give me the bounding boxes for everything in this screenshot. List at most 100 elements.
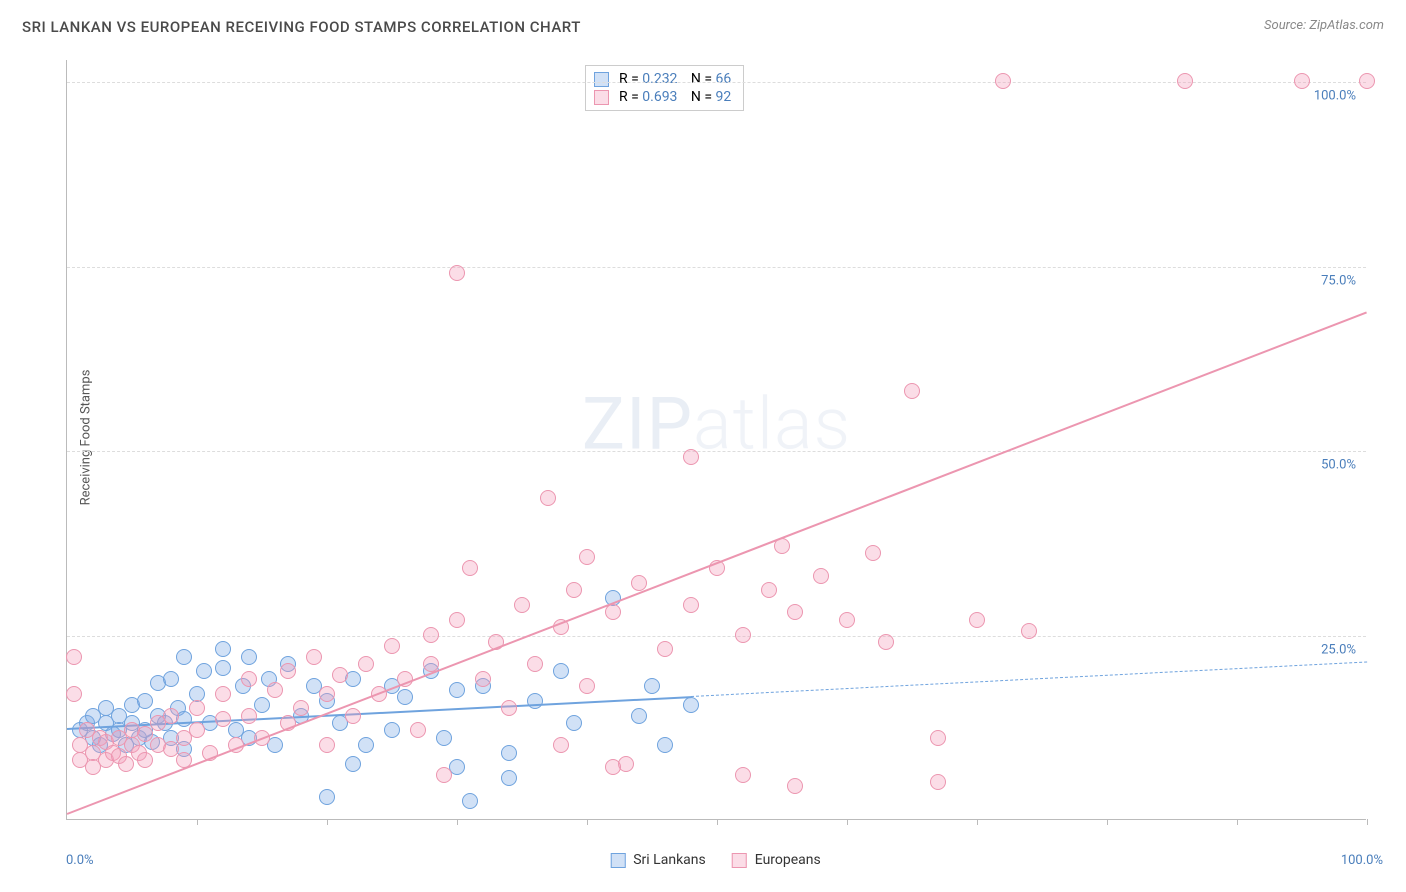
scatter-point bbox=[631, 575, 647, 591]
scatter-point bbox=[605, 759, 621, 775]
legend-label: Europeans bbox=[755, 852, 821, 868]
x-tick bbox=[977, 819, 978, 825]
scatter-point bbox=[1177, 73, 1193, 89]
scatter-point bbox=[930, 774, 946, 790]
plot-area: ZIPatlas R = 0.232 N = 66R = 0.693 N = 9… bbox=[66, 60, 1366, 820]
scatter-point bbox=[397, 689, 413, 705]
stats-row: R = 0.232 N = 66 bbox=[594, 70, 731, 88]
scatter-point bbox=[137, 693, 153, 709]
scatter-point bbox=[553, 663, 569, 679]
scatter-point bbox=[683, 697, 699, 713]
stats-row: R = 0.693 N = 92 bbox=[594, 88, 731, 106]
scatter-point bbox=[787, 604, 803, 620]
scatter-point bbox=[657, 737, 673, 753]
scatter-point bbox=[436, 767, 452, 783]
scatter-point bbox=[462, 560, 478, 576]
scatter-point bbox=[66, 686, 82, 702]
y-tick-label: 75.0% bbox=[1321, 273, 1356, 288]
x-tick bbox=[847, 819, 848, 825]
scatter-point bbox=[683, 449, 699, 465]
scatter-point bbox=[319, 737, 335, 753]
gridline bbox=[67, 82, 1366, 83]
chart-title: SRI LANKAN VS EUROPEAN RECEIVING FOOD ST… bbox=[22, 18, 581, 36]
stat-n-label: N = 92 bbox=[687, 89, 731, 105]
source-attribution: Source: ZipAtlas.com bbox=[1264, 18, 1384, 33]
scatter-point bbox=[839, 612, 855, 628]
scatter-point bbox=[657, 641, 673, 657]
scatter-point bbox=[1021, 623, 1037, 639]
scatter-point bbox=[215, 641, 231, 657]
scatter-point bbox=[358, 737, 374, 753]
scatter-point bbox=[540, 490, 556, 506]
gridline bbox=[67, 267, 1366, 268]
legend-label: Sri Lankans bbox=[633, 852, 706, 868]
scatter-point bbox=[306, 649, 322, 665]
scatter-point bbox=[631, 708, 647, 724]
legend-item: Sri Lankans bbox=[610, 852, 706, 868]
scatter-point bbox=[761, 582, 777, 598]
stat-r-label: R = 0.693 bbox=[619, 89, 677, 105]
scatter-point bbox=[566, 715, 582, 731]
chart-container: Receiving Food Stamps ZIPatlas R = 0.232… bbox=[48, 60, 1383, 840]
watermark: ZIPatlas bbox=[582, 382, 851, 467]
scatter-point bbox=[501, 770, 517, 786]
scatter-point bbox=[189, 722, 205, 738]
scatter-point bbox=[514, 597, 530, 613]
y-tick-label: 100.0% bbox=[1314, 89, 1356, 104]
scatter-point bbox=[196, 663, 212, 679]
scatter-point bbox=[319, 686, 335, 702]
scatter-point bbox=[553, 737, 569, 753]
scatter-point bbox=[384, 638, 400, 654]
scatter-point bbox=[1294, 73, 1310, 89]
scatter-point bbox=[579, 678, 595, 694]
y-tick-label: 50.0% bbox=[1321, 458, 1356, 473]
scatter-point bbox=[137, 752, 153, 768]
scatter-point bbox=[436, 730, 452, 746]
x-tick bbox=[717, 819, 718, 825]
scatter-point bbox=[566, 582, 582, 598]
series-swatch bbox=[594, 90, 609, 105]
scatter-point bbox=[735, 767, 751, 783]
scatter-point bbox=[345, 708, 361, 724]
x-axis-max-label: 100.0% bbox=[1341, 853, 1383, 868]
scatter-point bbox=[449, 612, 465, 628]
scatter-point bbox=[878, 634, 894, 650]
scatter-point bbox=[969, 612, 985, 628]
scatter-point bbox=[319, 789, 335, 805]
x-tick bbox=[1237, 819, 1238, 825]
scatter-point bbox=[930, 730, 946, 746]
scatter-point bbox=[605, 604, 621, 620]
trend-line-dashed bbox=[691, 661, 1367, 697]
scatter-point bbox=[579, 549, 595, 565]
scatter-point bbox=[501, 700, 517, 716]
x-tick bbox=[327, 819, 328, 825]
legend-item: Europeans bbox=[732, 852, 821, 868]
scatter-point bbox=[904, 383, 920, 399]
legend-swatch bbox=[732, 853, 747, 868]
stats-legend-box: R = 0.232 N = 66R = 0.693 N = 92 bbox=[585, 65, 744, 111]
x-tick bbox=[587, 819, 588, 825]
x-tick bbox=[1367, 819, 1368, 825]
scatter-point bbox=[163, 671, 179, 687]
scatter-point bbox=[384, 722, 400, 738]
scatter-point bbox=[865, 545, 881, 561]
legend-bottom: Sri Lankans Europeans bbox=[610, 852, 821, 868]
stat-n-label: N = 66 bbox=[687, 71, 731, 87]
scatter-point bbox=[475, 671, 491, 687]
scatter-point bbox=[163, 708, 179, 724]
scatter-point bbox=[189, 686, 205, 702]
scatter-point bbox=[501, 745, 517, 761]
scatter-point bbox=[735, 627, 751, 643]
scatter-point bbox=[254, 697, 270, 713]
gridline bbox=[67, 636, 1366, 637]
scatter-point bbox=[280, 663, 296, 679]
stat-r-label: R = 0.232 bbox=[619, 71, 677, 87]
scatter-point bbox=[241, 708, 257, 724]
scatter-point bbox=[813, 568, 829, 584]
scatter-point bbox=[527, 656, 543, 672]
scatter-point bbox=[215, 660, 231, 676]
x-tick bbox=[1107, 819, 1108, 825]
x-tick bbox=[197, 819, 198, 825]
scatter-point bbox=[449, 682, 465, 698]
scatter-point bbox=[332, 667, 348, 683]
